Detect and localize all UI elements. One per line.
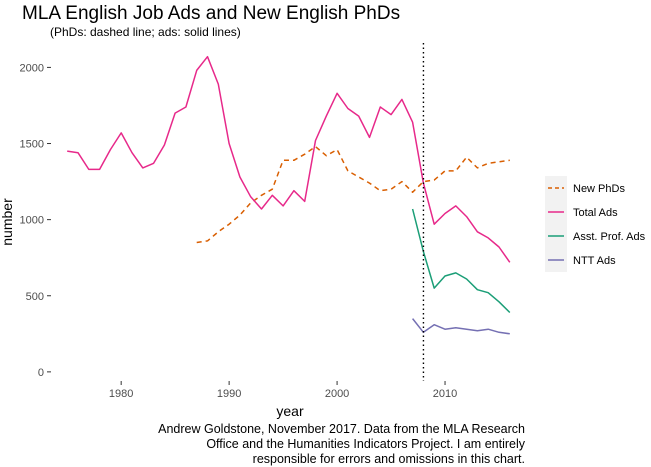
x-axis-title: year xyxy=(276,403,304,419)
y-axis-title: number xyxy=(0,198,15,246)
legend-label-new-phds: New PhDs xyxy=(573,183,625,195)
y-tick-label: 1000 xyxy=(20,215,44,227)
series-line-new-phds xyxy=(196,145,510,244)
y-tick-label: 0 xyxy=(38,367,44,379)
chart-title: MLA English Job Ads and New English PhDs xyxy=(22,3,401,24)
x-tick-label: 2000 xyxy=(325,388,349,400)
legend-key-background xyxy=(545,176,567,272)
legend-label-asst-prof-ads: Asst. Prof. Ads xyxy=(573,231,646,243)
y-tick-label: 2000 xyxy=(20,62,44,74)
series-line-asst-prof-ads xyxy=(411,208,511,314)
series-line-ntt-ads xyxy=(412,318,510,335)
chart-caption: Andrew Goldstone, November 2017. Data fr… xyxy=(158,422,525,466)
y-tick-label: 1500 xyxy=(20,139,44,151)
y-tick-label: 500 xyxy=(26,291,44,303)
x-tick-label: 2010 xyxy=(433,388,457,400)
legend: New PhDs Total Ads Asst. Prof. Ads NTT Ads xyxy=(545,176,646,272)
legend-label-ntt-ads: NTT Ads xyxy=(573,255,616,267)
chart-subtitle: (PhDs: dashed line; ads: solid lines) xyxy=(50,25,241,39)
series-line-total-ads xyxy=(67,55,511,263)
x-tick-label: 1980 xyxy=(109,388,133,400)
x-tick-label: 1990 xyxy=(217,388,241,400)
legend-label-total-ads: Total Ads xyxy=(573,207,618,219)
